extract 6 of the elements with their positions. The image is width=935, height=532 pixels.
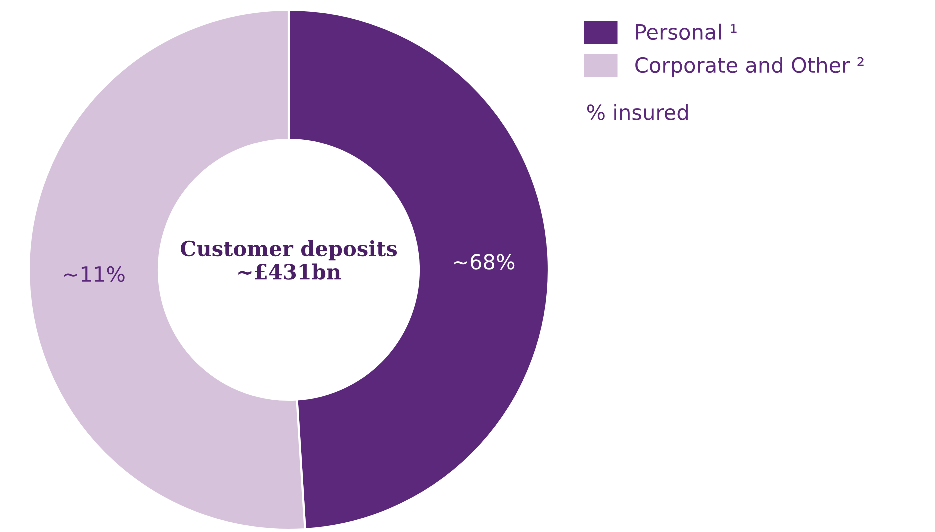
text: ~68% [454, 254, 515, 270]
text: % insured [587, 104, 688, 120]
legend-label: Corporate and Other ² [636, 57, 864, 78]
legend-label: Personal ¹ [636, 24, 737, 40]
text: ~11% [64, 266, 125, 282]
text: Customer deposits ~£431bn [180, 240, 398, 280]
